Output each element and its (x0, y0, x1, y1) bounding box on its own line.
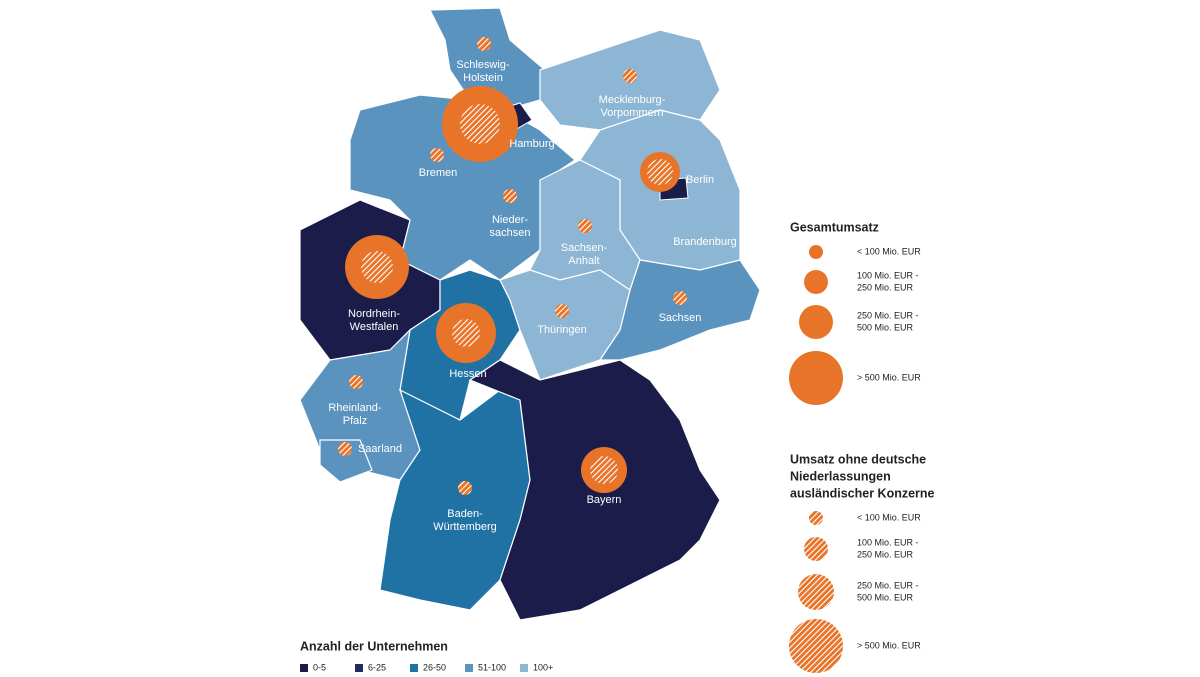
legend-item: < 100 Mio. EUR (857, 512, 921, 522)
foreign-circle (578, 219, 592, 233)
foreign-circle (349, 375, 363, 389)
legend-swatch (520, 664, 528, 672)
legend-item: 500 Mio. EUR (857, 322, 914, 332)
legend-item: 100+ (533, 662, 553, 672)
legend-item: 250 Mio. EUR (857, 549, 914, 559)
region-label: Schleswig- (456, 59, 510, 71)
region-label: Hessen (449, 368, 486, 380)
foreign-circle (647, 159, 673, 185)
region-label: Bayern (587, 494, 622, 506)
foreign-circle (458, 481, 472, 495)
legend-foreign-circle (809, 511, 823, 525)
region-label: Pfalz (343, 415, 367, 427)
region-label: Nordrhein- (348, 308, 400, 320)
foreign-circle (338, 442, 352, 456)
region-label: Saarland (358, 443, 402, 455)
foreign-circle (623, 69, 637, 83)
legend-item: 100 Mio. EUR - (857, 270, 919, 280)
legend-swatch (355, 664, 363, 672)
legend-item: > 500 Mio. EUR (857, 640, 921, 650)
region-label: Baden- (447, 508, 483, 520)
foreign-circle (673, 291, 687, 305)
legend-title: Niederlassungen (790, 469, 891, 483)
markers (338, 37, 687, 495)
legend-total-circle (799, 305, 833, 339)
foreign-circle (503, 189, 517, 203)
legend-item: 250 Mio. EUR - (857, 580, 919, 590)
region-label: Sachsen- (561, 242, 608, 254)
state (429, 7, 546, 111)
legend-title: Umsatz ohne deutsche (790, 452, 926, 466)
region-label: Thüringen (537, 324, 587, 336)
legend-total-circle (789, 351, 843, 405)
legend-item: 100 Mio. EUR - (857, 537, 919, 547)
region-label: Hamburg (509, 138, 554, 150)
labels: Schleswig-Holstein Mecklenburg-Vorpommern… (328, 59, 736, 533)
legend-item: > 500 Mio. EUR (857, 372, 921, 382)
legend-total-circle (804, 270, 828, 294)
legend-foreign-circle (798, 574, 834, 610)
region-label: Württemberg (433, 521, 497, 533)
legend-swatch (410, 664, 418, 672)
legend-item: 500 Mio. EUR (857, 592, 914, 602)
region-label: Sachsen (659, 312, 702, 324)
region-label: Berlin (686, 174, 714, 186)
foreign-circle (460, 104, 500, 144)
state (319, 439, 373, 483)
region-label: Nieder- (492, 214, 528, 226)
region-label: sachsen (490, 227, 531, 239)
legend-item: 250 Mio. EUR (857, 282, 914, 292)
foreign-circle (555, 304, 569, 318)
foreign-circle (452, 319, 480, 347)
foreign-circle (477, 37, 491, 51)
region-label: Anhalt (568, 255, 599, 267)
region-label: Bremen (419, 167, 458, 179)
legend-title: Gesamtumsatz (790, 220, 879, 234)
legend-swatch (465, 664, 473, 672)
region-label: Vorpommern (601, 107, 664, 119)
region-label: Holstein (463, 72, 503, 84)
region-label: Rheinland- (328, 402, 382, 414)
legend-foreign-circle (804, 537, 828, 561)
foreign-circle (590, 456, 618, 484)
legend-swatch (300, 664, 308, 672)
legend: Gesamtumsatz < 100 Mio. EUR 100 Mio. EUR -… (300, 220, 935, 673)
legend-item: 6-25 (368, 662, 386, 672)
legend-item: 26-50 (423, 662, 446, 672)
region-label: Mecklenburg- (599, 94, 666, 106)
legend-foreign-circle (789, 619, 843, 673)
legend-item: 51-100 (478, 662, 506, 672)
region-label: Westfalen (350, 321, 399, 333)
foreign-circle (361, 251, 393, 283)
legend-item: 0-5 (313, 662, 326, 672)
region-label: Brandenburg (673, 236, 737, 248)
legend-total-circle (809, 245, 823, 259)
legend-title: Anzahl der Unternehmen (300, 639, 448, 653)
state (598, 259, 761, 361)
legend-item: 250 Mio. EUR - (857, 310, 919, 320)
foreign-circle (430, 148, 444, 162)
legend-item: < 100 Mio. EUR (857, 246, 921, 256)
legend-title: ausländischer Konzerne (790, 486, 935, 500)
